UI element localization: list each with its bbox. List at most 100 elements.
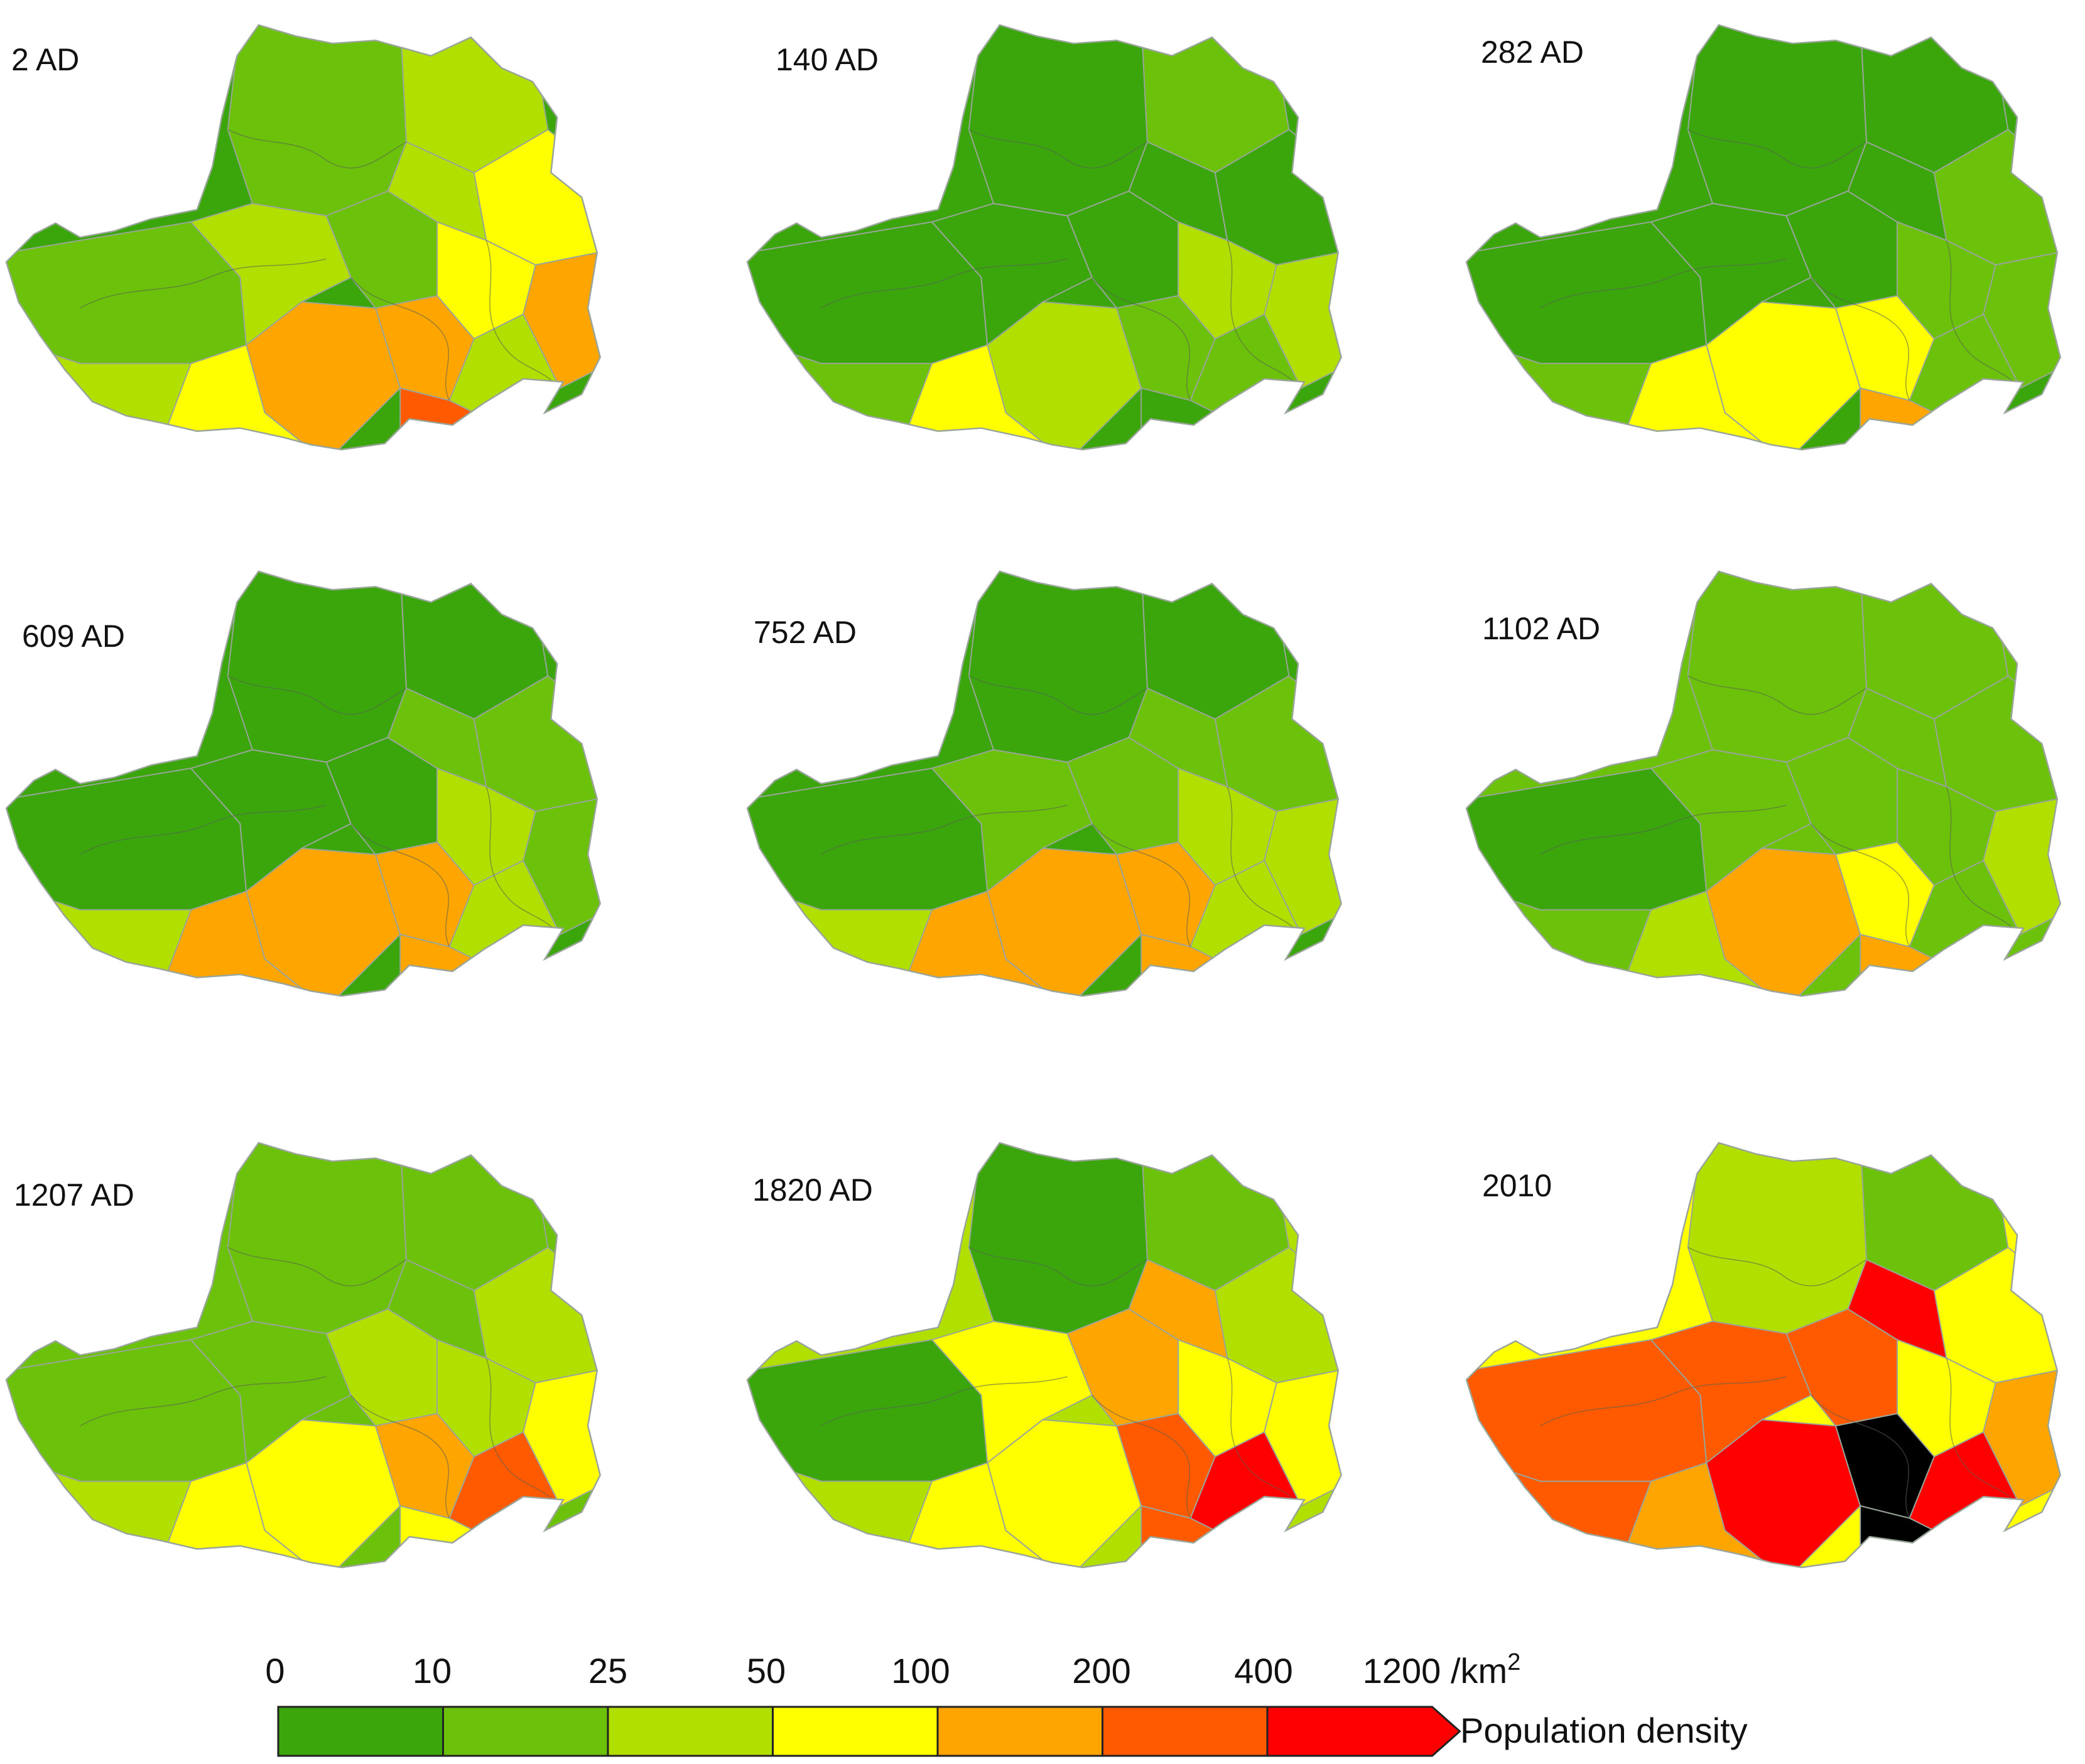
map-region [227,571,407,763]
legend: 0 10 25 50 100 200 400 1200/km2 Population densi… [265,1649,1748,1757]
plateau-outline [746,24,1342,451]
legend-swatch [442,1706,609,1757]
river-line [1811,823,1910,947]
river-line [1946,240,2021,389]
river-line [968,675,1148,715]
panel-year-label: 1207 AD [14,1177,134,1213]
legend-swatch-arrow [1266,1706,1461,1757]
river-line [1946,1358,2021,1507]
legend-unit-label: /km2 [1451,1649,1520,1691]
panel-year-label: 1102 AD [1482,611,1600,646]
river-line [1540,1376,1787,1427]
river-line [485,240,561,389]
legend-tick-label: 100 [891,1651,950,1691]
legend-tick-label: 10 [413,1651,452,1691]
legend-title: Population density [1460,1711,1748,1750]
map-region [968,24,1148,217]
river-line [1687,675,1867,715]
map-region [931,1320,1093,1464]
legend-swatch [936,1706,1103,1757]
river-line [485,786,561,935]
river-line [1091,277,1191,401]
river-line [968,1247,1148,1287]
map-region [1983,798,2061,936]
legend-swatch [1102,1706,1269,1757]
map-region [1264,252,1341,389]
legend-tick-label: 0 [265,1651,284,1691]
panel-year-label: 2010 [1482,1168,1552,1203]
map-region [968,1142,1148,1334]
panel-year-label: 609 AD [22,619,125,654]
river-line [1946,786,2021,935]
river-line [227,675,407,715]
map-region [1983,252,2061,389]
map-region [190,202,352,347]
map-region [931,202,1093,347]
plateau-outline [746,570,1342,997]
legend-tick-label: 200 [1072,1651,1130,1691]
river-line [1091,823,1191,947]
river-line [80,804,327,855]
river-line [227,129,407,169]
river-line [1811,1395,1910,1518]
legend-tick-label: 400 [1234,1651,1292,1691]
river-line [968,129,1148,169]
plateau-outline [746,1142,1342,1569]
map-panel-2-ad [5,24,601,451]
legend-tick-label: 1200 [1363,1651,1441,1691]
map-region [1264,798,1341,936]
river-line [1540,804,1787,855]
map-region [1650,749,1812,893]
map-region [523,798,600,936]
plateau-outline [5,24,601,451]
river-line [1540,258,1787,309]
river-line [350,1395,450,1518]
map-region [523,252,600,389]
river-line [1687,129,1867,169]
panel-year-label: 1820 AD [752,1172,873,1208]
map-region [1650,1320,1812,1464]
legend-swatch [277,1706,444,1757]
river-line [1091,1395,1191,1518]
river-line [1227,1358,1302,1507]
river-line [350,823,450,947]
map-region [523,1370,600,1507]
plateau-outline [1465,1142,2061,1569]
river-line [80,258,327,309]
map-region [227,1142,407,1334]
river-line [1811,277,1910,401]
river-line [1227,240,1302,389]
panel-year-label: 282 AD [1481,35,1584,70]
map-panel-282-ad [1465,24,2061,451]
river-line [80,1376,327,1427]
plateau-outline [5,570,601,997]
river-line [1687,1247,1867,1287]
plateau-outline [5,1142,601,1569]
map-region [1650,202,1812,347]
map-panels: 2 AD 140 AD 282 AD 609 AD 752 AD 1102 AD 1207 … [5,24,2061,1569]
river-line [227,1247,407,1287]
legend-swatch [772,1706,939,1757]
plateau-outline [1465,570,2061,997]
legend-swatch [607,1706,774,1757]
river-line [1227,786,1302,935]
map-region [190,749,352,893]
map-region [1983,1370,2061,1507]
map-region [1687,24,1867,217]
map-region [1687,1142,1867,1334]
panel-year-label: 752 AD [754,615,857,650]
river-line [821,1376,1068,1427]
river-line [350,277,450,401]
panel-year-label: 140 AD [776,42,879,77]
plateau-outline [1465,24,2061,451]
map-region [1264,1370,1341,1507]
map-panel-609-ad [5,570,601,997]
legend-tick-label: 50 [747,1651,786,1691]
river-line [821,804,1068,855]
river-line [485,1358,561,1507]
map-region [968,571,1148,763]
map-region [931,749,1093,893]
river-line [821,258,1068,309]
legend-tick-label: 25 [588,1651,627,1691]
